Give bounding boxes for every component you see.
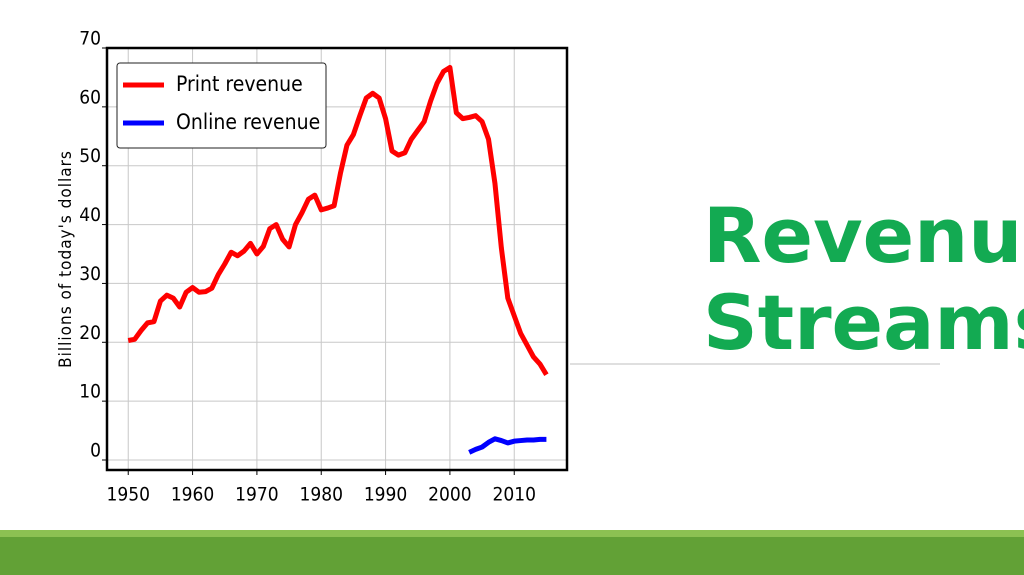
x-tick-label: 2010 xyxy=(492,484,536,506)
plot-frame xyxy=(105,46,569,472)
line xyxy=(127,64,549,376)
x-tick-label: 2000 xyxy=(428,484,472,506)
footer-band xyxy=(0,530,1024,537)
y-tick-label: 30 xyxy=(79,263,101,285)
y-tick-label: 40 xyxy=(79,204,101,226)
legend-label: Print revenue xyxy=(176,72,303,96)
y-tick-label: 10 xyxy=(79,381,101,403)
footer-band xyxy=(0,537,1024,575)
line xyxy=(468,436,547,455)
y-axis-label: Billions of today's dollars xyxy=(56,150,76,368)
x-tick-label: 1960 xyxy=(171,484,215,506)
slide-title: Revenue xyxy=(703,191,1024,280)
y-tick-label: 0 xyxy=(90,439,101,461)
x-tick-label: 1950 xyxy=(106,484,150,506)
y-tick-label: 70 xyxy=(79,28,101,50)
y-tick-label: 20 xyxy=(79,322,101,344)
x-tick-label: 1980 xyxy=(299,484,343,506)
legend-label: Online revenue xyxy=(176,110,320,134)
y-tick-label: 60 xyxy=(79,86,101,108)
legend-box xyxy=(116,62,327,149)
slide-title: Streams xyxy=(703,278,1024,367)
x-tick-label: 1990 xyxy=(364,484,408,506)
y-tick-label: 50 xyxy=(79,145,101,167)
x-tick-label: 1970 xyxy=(235,484,279,506)
